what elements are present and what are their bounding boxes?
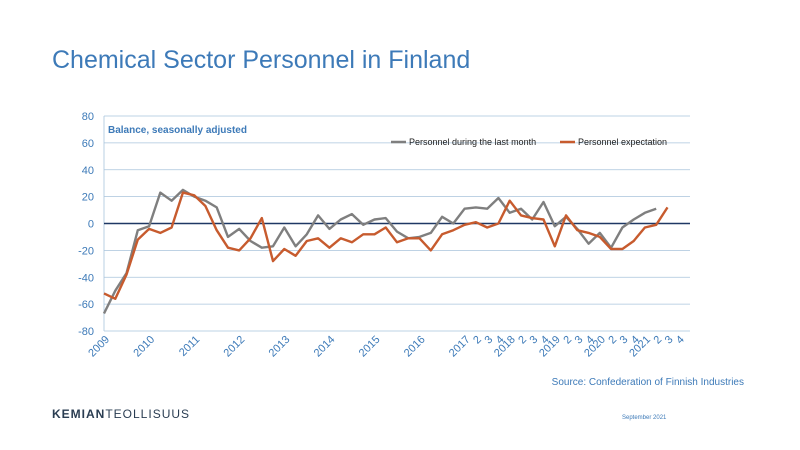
- x-tick-label: 3: [482, 334, 495, 347]
- x-tick-label: 3: [663, 334, 676, 347]
- legend-label-personnel-expectation: Personnel expectation: [578, 137, 667, 147]
- x-tick-label: 2013: [267, 334, 293, 360]
- x-tick-label: 2014: [312, 334, 338, 360]
- y-tick-label: 40: [82, 165, 94, 177]
- y-tick-label: 0: [88, 219, 94, 231]
- y-tick-label: -60: [78, 299, 94, 311]
- x-tick-label: 2015: [357, 334, 383, 360]
- x-tick-label: 3: [573, 334, 586, 347]
- chart-annotation: Balance, seasonally adjusted: [108, 125, 247, 136]
- x-tick-label: 2: [471, 334, 484, 347]
- legend-label-personnel-last-month: Personnel during the last month: [409, 137, 536, 147]
- x-tick-label: 3: [618, 334, 631, 347]
- brand-logo: KEMIANTEOLLISUUS: [52, 407, 190, 421]
- y-tick-label: -20: [78, 245, 94, 257]
- x-tick-label: 3: [528, 334, 541, 347]
- x-tick-label: 2: [651, 334, 664, 347]
- logo-part-1: KEMIAN: [52, 407, 106, 421]
- x-tick-label: 4: [674, 334, 687, 347]
- x-tick-label: 2017: [447, 334, 473, 360]
- y-tick-label: 60: [82, 138, 94, 150]
- x-tick-label: 2011: [177, 334, 202, 359]
- y-tick-label: -80: [78, 326, 94, 338]
- y-tick-label: 80: [82, 111, 94, 123]
- series-line-personnel-last-month: [102, 188, 657, 315]
- x-tick-label: 2: [516, 334, 529, 347]
- series-line-personnel-expectation: [103, 191, 669, 300]
- x-tick-label: 2016: [402, 334, 428, 360]
- y-axis-ticks: 80 60 40 20 0 -20 -40 -60 -80: [78, 111, 94, 338]
- x-axis-ticks: 2009 2010 2011 2012 2013 2014 2015 2016 20172342…: [86, 334, 687, 360]
- x-tick-label: 2012: [222, 334, 248, 360]
- legend: Personnel during the last month Personne…: [391, 137, 667, 147]
- x-tick-label: 2: [561, 334, 574, 347]
- x-tick-label: 2: [606, 334, 619, 347]
- publication-date: September 2021: [622, 415, 667, 421]
- series-lines: [102, 188, 669, 315]
- y-tick-label: 20: [82, 192, 94, 204]
- x-tick-label: 2010: [131, 334, 157, 360]
- source-note: Source: Confederation of Finnish Industr…: [551, 377, 744, 388]
- logo-part-2: TEOLLISUUS: [105, 407, 191, 421]
- y-tick-label: -40: [78, 272, 94, 284]
- page-title: Chemical Sector Personnel in Finland: [52, 46, 471, 74]
